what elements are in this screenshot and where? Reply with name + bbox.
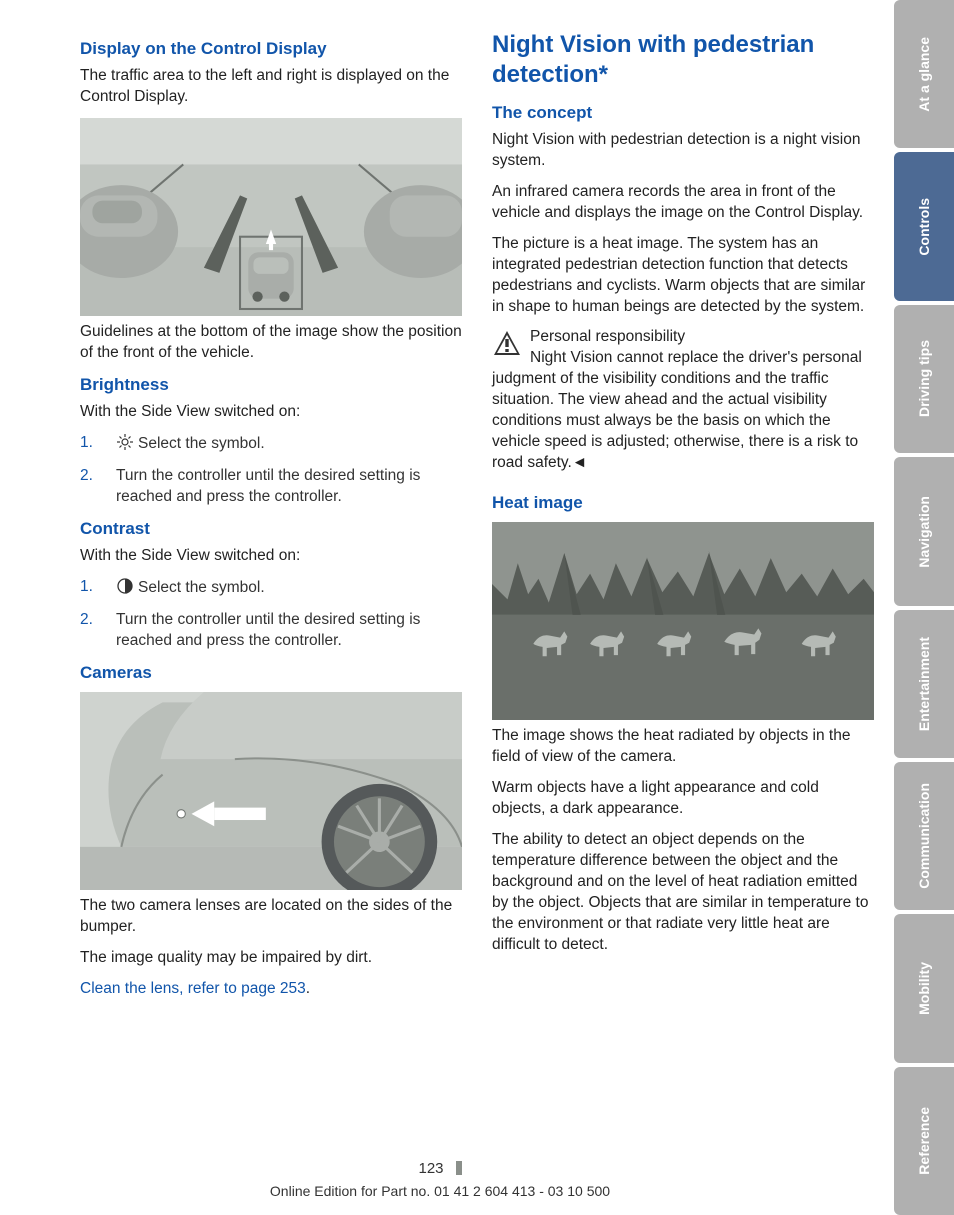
tab-reference[interactable]: Reference xyxy=(894,1067,954,1215)
heading-cameras: Cameras xyxy=(80,662,462,684)
list-item: Turn the controller until the desired se… xyxy=(80,466,462,508)
text-display: The traffic area to the left and right i… xyxy=(80,66,462,108)
heading-heat-image: Heat image xyxy=(492,492,874,514)
heat-p1: The image shows the heat radiated by obj… xyxy=(492,726,874,768)
text-guidelines: Guidelines at the bottom of the image sh… xyxy=(80,322,462,364)
warning-icon xyxy=(492,329,522,362)
warning-title: Personal responsibility xyxy=(530,328,685,345)
tab-at-a-glance[interactable]: At a glance xyxy=(894,0,954,148)
figure-side-view xyxy=(80,118,462,316)
figure-heat-image xyxy=(492,522,874,720)
footer-text: Online Edition for Part no. 01 41 2 604 … xyxy=(0,1183,880,1199)
tab-driving-tips[interactable]: Driving tips xyxy=(894,305,954,453)
side-view-illustration xyxy=(80,118,462,316)
contrast-icon xyxy=(116,577,134,602)
step-text: Select the symbol. xyxy=(138,579,265,596)
page-number: 123 xyxy=(0,1160,880,1177)
heading-display: Display on the Control Display xyxy=(80,38,462,60)
tab-communication[interactable]: Communication xyxy=(894,762,954,910)
heat-image-illustration xyxy=(492,522,874,720)
list-brightness: Select the symbol. Turn the controller u… xyxy=(80,433,462,508)
concept-p3: The picture is a heat image. The system … xyxy=(492,234,874,318)
list-item: Turn the controller until the desired se… xyxy=(80,610,462,652)
left-column: Display on the Control Display The traff… xyxy=(80,30,462,1195)
side-tabs: At a glance Controls Driving tips Naviga… xyxy=(894,0,954,1215)
step-text: Select the symbol. xyxy=(138,435,265,452)
heading-brightness: Brightness xyxy=(80,374,462,396)
link-clean-lens[interactable]: Clean the lens, refer to page 253. xyxy=(80,979,462,1000)
cameras-illustration xyxy=(80,692,462,890)
tab-navigation[interactable]: Navigation xyxy=(894,457,954,605)
list-item: Select the symbol. xyxy=(80,577,462,602)
heading-contrast: Contrast xyxy=(80,518,462,540)
warning-block: Personal responsibility Night Vision can… xyxy=(492,327,874,483)
tab-controls[interactable]: Controls xyxy=(894,152,954,300)
figure-cameras xyxy=(80,692,462,890)
concept-p2: An infrared camera records the area in f… xyxy=(492,182,874,224)
list-contrast: Select the symbol. Turn the controller u… xyxy=(80,577,462,652)
heading-concept: The concept xyxy=(492,102,874,124)
concept-p1: Night Vision with pedestrian detection i… xyxy=(492,130,874,172)
heat-p2: Warm objects have a light appearance and… xyxy=(492,778,874,820)
list-item: Select the symbol. xyxy=(80,433,462,458)
tab-entertainment[interactable]: Entertainment xyxy=(894,610,954,758)
text-contrast-intro: With the Side View switched on: xyxy=(80,546,462,567)
tab-mobility[interactable]: Mobility xyxy=(894,914,954,1062)
warning-text: Night Vision cannot replace the driver's… xyxy=(492,349,862,471)
right-column: Night Vision with pedestrian detection* … xyxy=(492,30,874,1195)
heading-night-vision: Night Vision with pedestrian detection* xyxy=(492,30,874,90)
heat-p3: The ability to detect an object depends … xyxy=(492,830,874,956)
text-cameras-2: The image quality may be impaired by dir… xyxy=(80,948,462,969)
text-brightness-intro: With the Side View switched on: xyxy=(80,402,462,423)
text-cameras-1: The two camera lenses are located on the… xyxy=(80,896,462,938)
sun-icon xyxy=(116,433,134,458)
